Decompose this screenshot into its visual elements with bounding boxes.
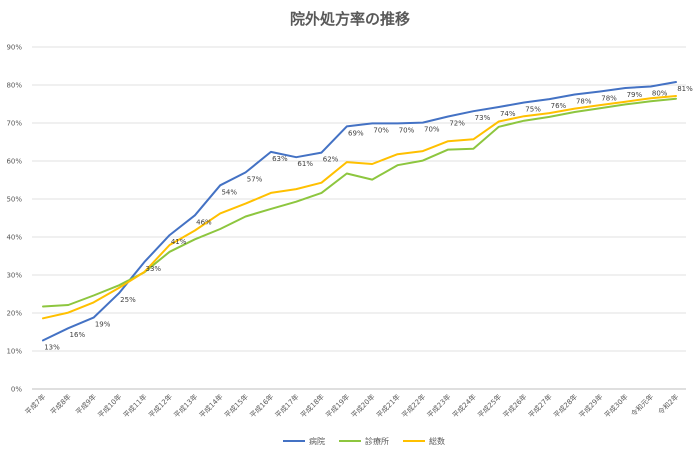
data-label: 25%: [120, 296, 136, 304]
data-label: 61%: [297, 160, 313, 168]
series-group: [42, 81, 677, 342]
chart-title: 院外処方率の推移: [290, 10, 410, 28]
data-label: 81%: [677, 85, 693, 93]
x-tick-label: 平成21年: [374, 392, 402, 420]
y-tick-label: 20%: [6, 310, 22, 318]
x-tick-label: 令和2年: [656, 392, 680, 416]
x-tick-label: 平成11年: [121, 392, 149, 420]
data-label: 79%: [627, 91, 643, 99]
x-tick-label: 平成12年: [146, 392, 174, 420]
data-label: 54%: [221, 188, 237, 196]
y-tick-label: 40%: [6, 234, 22, 242]
x-tick-label: 平成22年: [400, 392, 428, 420]
y-tick-label: 80%: [6, 82, 22, 90]
y-tick-label: 50%: [6, 196, 22, 204]
x-tick-label: 平成29年: [577, 392, 605, 420]
data-label: 78%: [601, 94, 617, 102]
y-tick-label: 70%: [6, 120, 22, 128]
data-label: 74%: [500, 110, 516, 118]
x-tick-label: 平成13年: [172, 392, 200, 420]
data-label: 78%: [576, 98, 592, 106]
y-tick-label: 0%: [11, 386, 22, 394]
x-tick-label: 平成24年: [450, 392, 478, 420]
x-tick-label: 平成18年: [298, 392, 326, 420]
data-label: 69%: [348, 129, 364, 137]
x-tick-label: 令和元年: [629, 392, 655, 418]
x-tick-label: 平成8年: [48, 392, 72, 416]
x-tick-label: 平成20年: [349, 392, 377, 420]
x-tick-label: 平成23年: [425, 392, 453, 420]
data-label: 62%: [323, 156, 339, 164]
x-tick-label: 平成17年: [273, 392, 301, 420]
x-tick-label: 平成16年: [248, 392, 276, 420]
x-tick-label: 平成25年: [476, 392, 504, 420]
series-line-0: [42, 81, 677, 342]
x-tick-label: 平成15年: [222, 392, 250, 420]
y-tick-label: 60%: [6, 158, 22, 166]
data-label: 33%: [145, 265, 161, 273]
y-tick-label: 10%: [6, 348, 22, 356]
data-label: 76%: [551, 102, 567, 110]
data-label: 57%: [247, 175, 263, 183]
x-tick-label: 平成30年: [602, 392, 630, 420]
data-label: 70%: [373, 126, 389, 134]
data-label: 70%: [399, 126, 415, 134]
data-label: 41%: [171, 238, 187, 246]
x-tick-label: 平成27年: [526, 392, 554, 420]
x-axis: 平成7年 平成8年 平成9年平成10年平成11年平成12年平成13年平成14年平成1…: [23, 392, 680, 420]
legend-label: 病院: [309, 436, 325, 446]
data-label: 13%: [44, 343, 60, 351]
x-tick-label: 平成14年: [197, 392, 225, 420]
data-label: 72%: [449, 120, 465, 128]
data-label: 46%: [196, 218, 212, 226]
x-tick-label: 平成9年: [74, 392, 98, 416]
data-label: 19%: [95, 321, 111, 329]
x-tick-label: 平成28年: [552, 392, 580, 420]
data-label: 80%: [652, 90, 668, 98]
x-tick-label: 平成26年: [501, 392, 529, 420]
data-label: 75%: [525, 105, 541, 113]
y-tick-label: 30%: [6, 272, 22, 280]
legend-label: 総数: [429, 436, 445, 446]
series-line-2: [42, 95, 677, 320]
data-label: 63%: [272, 155, 288, 163]
data-label: 16%: [70, 331, 86, 339]
data-label: 73%: [475, 114, 491, 122]
legend: 病院 診療所 総数: [283, 436, 445, 446]
x-tick-label: 平成7年: [23, 392, 47, 416]
y-axis: 0% 10% 20% 30% 40% 50% 60% 70% 80% 90%: [6, 44, 22, 394]
y-tick-label: 90%: [6, 44, 22, 52]
data-labels: 13% 16% 19% 25% 33% 41% 46% 54% 57% 63% 61% 62% 69% 7…: [44, 85, 693, 351]
x-tick-label: 平成10年: [96, 392, 124, 420]
legend-label: 診療所: [365, 436, 389, 446]
x-tick-label: 平成19年: [324, 392, 352, 420]
data-label: 70%: [424, 126, 440, 134]
